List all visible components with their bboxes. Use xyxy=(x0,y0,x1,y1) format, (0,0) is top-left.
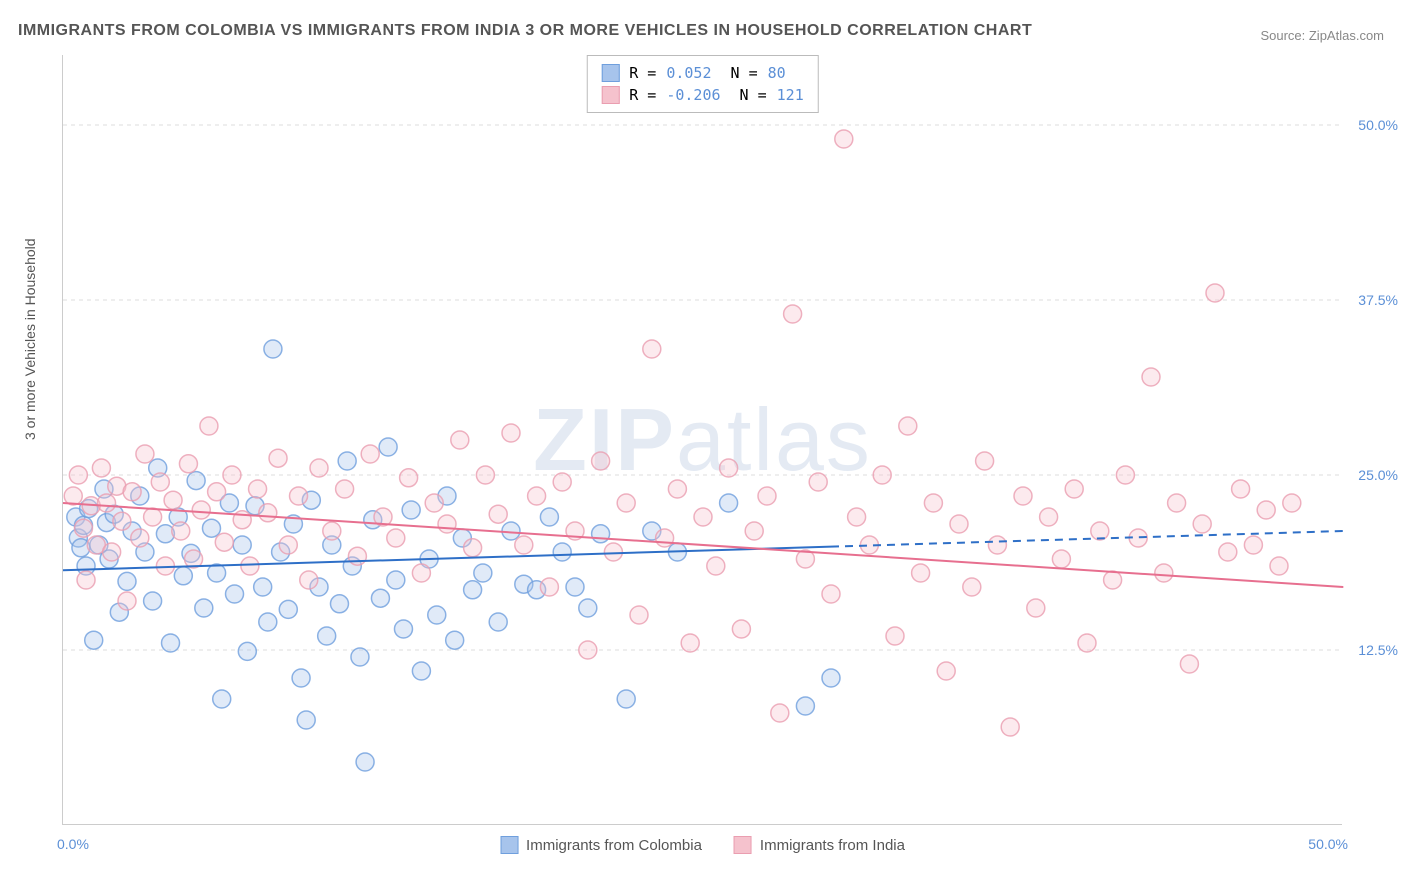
colombia-legend-label: Immigrants from Colombia xyxy=(526,837,702,854)
legend-item-colombia: Immigrants from Colombia xyxy=(500,836,702,854)
india-n-value: 121 xyxy=(777,84,804,106)
x-axis-max-label: 50.0% xyxy=(1308,836,1348,852)
x-axis-min-label: 0.0% xyxy=(57,836,89,852)
correlation-stats-box: R = 0.052 N = 80 R = -0.206 N = 121 xyxy=(586,55,819,113)
scatter-svg xyxy=(63,55,1342,824)
india-legend-swatch xyxy=(734,836,752,854)
chart-title: IMMIGRANTS FROM COLOMBIA VS IMMIGRANTS F… xyxy=(18,22,1032,40)
colombia-n-value: 80 xyxy=(768,62,786,84)
y-tick-label: 12.5% xyxy=(1358,642,1398,658)
colombia-swatch xyxy=(601,64,619,82)
y-tick-label: 50.0% xyxy=(1358,117,1398,133)
stats-row-india: R = -0.206 N = 121 xyxy=(601,84,804,106)
stats-row-colombia: R = 0.052 N = 80 xyxy=(601,62,804,84)
source-attribution: Source: ZipAtlas.com xyxy=(1260,28,1384,43)
y-tick-label: 25.0% xyxy=(1358,467,1398,483)
colombia-r-value: 0.052 xyxy=(666,62,711,84)
legend-item-india: Immigrants from India xyxy=(734,836,905,854)
y-tick-label: 37.5% xyxy=(1358,292,1398,308)
india-swatch xyxy=(601,86,619,104)
chart-plot-area: ZIPatlas 12.5%25.0%37.5%50.0% 0.0% 50.0%… xyxy=(62,55,1342,825)
india-legend-label: Immigrants from India xyxy=(760,837,905,854)
colombia-legend-swatch xyxy=(500,836,518,854)
legend: Immigrants from Colombia Immigrants from… xyxy=(500,836,905,854)
india-r-value: -0.206 xyxy=(666,84,720,106)
y-axis-title: 3 or more Vehicles in Household xyxy=(22,238,38,440)
